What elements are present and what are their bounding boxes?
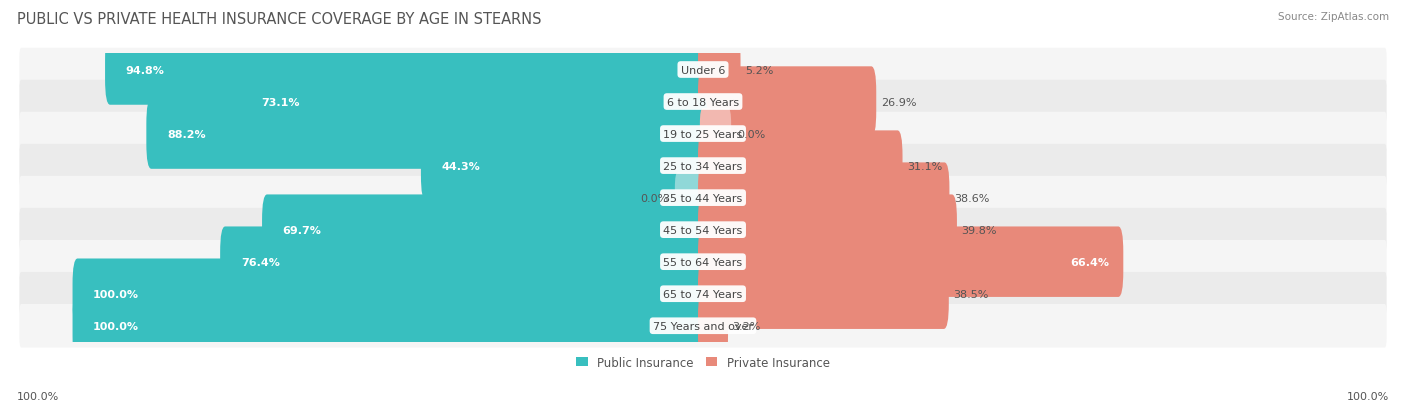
Text: 76.4%: 76.4% [240, 257, 280, 267]
FancyBboxPatch shape [697, 163, 949, 233]
Text: 35 to 44 Years: 35 to 44 Years [664, 193, 742, 203]
Text: 73.1%: 73.1% [262, 97, 299, 107]
FancyBboxPatch shape [20, 209, 1386, 252]
Legend: Public Insurance, Private Insurance: Public Insurance, Private Insurance [571, 351, 835, 373]
FancyBboxPatch shape [20, 240, 1386, 284]
FancyBboxPatch shape [697, 35, 741, 105]
FancyBboxPatch shape [105, 35, 709, 105]
Text: 38.5%: 38.5% [953, 289, 988, 299]
FancyBboxPatch shape [697, 227, 1123, 297]
FancyBboxPatch shape [697, 291, 728, 361]
FancyBboxPatch shape [221, 227, 709, 297]
Text: 88.2%: 88.2% [167, 129, 205, 139]
Text: 75 Years and over: 75 Years and over [652, 321, 754, 331]
FancyBboxPatch shape [146, 99, 709, 169]
Text: 69.7%: 69.7% [283, 225, 322, 235]
Text: 38.6%: 38.6% [953, 193, 990, 203]
Text: 0.0%: 0.0% [640, 193, 669, 203]
FancyBboxPatch shape [697, 131, 903, 202]
Text: 44.3%: 44.3% [441, 161, 481, 171]
Text: 6 to 18 Years: 6 to 18 Years [666, 97, 740, 107]
FancyBboxPatch shape [20, 176, 1386, 220]
Text: 31.1%: 31.1% [907, 161, 942, 171]
Text: 66.4%: 66.4% [1070, 257, 1109, 267]
Text: 100.0%: 100.0% [93, 289, 139, 299]
Text: 100.0%: 100.0% [93, 321, 139, 331]
Text: PUBLIC VS PRIVATE HEALTH INSURANCE COVERAGE BY AGE IN STEARNS: PUBLIC VS PRIVATE HEALTH INSURANCE COVER… [17, 12, 541, 27]
FancyBboxPatch shape [240, 67, 709, 138]
FancyBboxPatch shape [20, 112, 1386, 156]
Text: Source: ZipAtlas.com: Source: ZipAtlas.com [1278, 12, 1389, 22]
FancyBboxPatch shape [700, 109, 731, 160]
Text: 19 to 25 Years: 19 to 25 Years [664, 129, 742, 139]
Text: 25 to 34 Years: 25 to 34 Years [664, 161, 742, 171]
FancyBboxPatch shape [20, 272, 1386, 316]
Text: 45 to 54 Years: 45 to 54 Years [664, 225, 742, 235]
Text: 100.0%: 100.0% [17, 391, 59, 401]
FancyBboxPatch shape [420, 131, 709, 202]
Text: 94.8%: 94.8% [125, 65, 165, 75]
Text: Under 6: Under 6 [681, 65, 725, 75]
Text: 5.2%: 5.2% [745, 65, 773, 75]
Text: 26.9%: 26.9% [880, 97, 917, 107]
FancyBboxPatch shape [73, 259, 709, 329]
Text: 55 to 64 Years: 55 to 64 Years [664, 257, 742, 267]
Text: 65 to 74 Years: 65 to 74 Years [664, 289, 742, 299]
FancyBboxPatch shape [20, 81, 1386, 124]
FancyBboxPatch shape [20, 145, 1386, 188]
FancyBboxPatch shape [697, 195, 957, 265]
FancyBboxPatch shape [73, 291, 709, 361]
FancyBboxPatch shape [262, 195, 709, 265]
FancyBboxPatch shape [675, 173, 706, 224]
Text: 0.0%: 0.0% [737, 129, 766, 139]
Text: 100.0%: 100.0% [1347, 391, 1389, 401]
FancyBboxPatch shape [20, 49, 1386, 92]
FancyBboxPatch shape [697, 67, 876, 138]
FancyBboxPatch shape [697, 259, 949, 329]
Text: 39.8%: 39.8% [962, 225, 997, 235]
Text: 3.2%: 3.2% [733, 321, 761, 331]
FancyBboxPatch shape [20, 304, 1386, 348]
